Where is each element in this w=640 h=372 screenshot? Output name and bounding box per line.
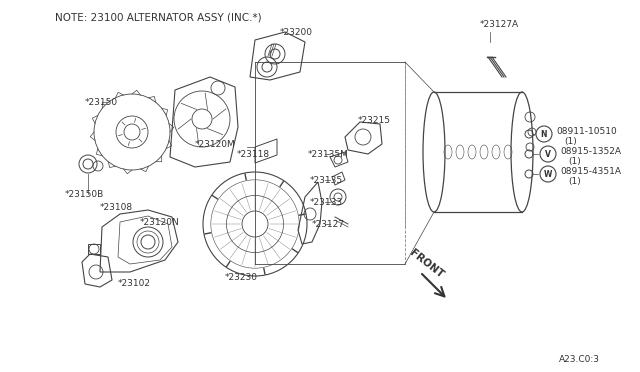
Text: (1): (1) — [564, 137, 577, 145]
Text: N: N — [541, 129, 547, 138]
Text: *23230: *23230 — [225, 273, 258, 282]
Text: *23135M: *23135M — [308, 150, 349, 158]
Text: V: V — [545, 150, 551, 158]
Text: *23120N: *23120N — [140, 218, 180, 227]
Text: FRONT: FRONT — [408, 248, 445, 280]
Text: *23102: *23102 — [118, 279, 151, 289]
Text: 08911-10510: 08911-10510 — [556, 126, 617, 135]
Text: *23215: *23215 — [358, 115, 391, 125]
Text: 08915-1352A: 08915-1352A — [560, 147, 621, 155]
Text: *23133: *23133 — [310, 198, 343, 206]
Text: *23150: *23150 — [85, 97, 118, 106]
Text: *23135: *23135 — [310, 176, 343, 185]
Text: (1): (1) — [568, 176, 580, 186]
Text: W: W — [544, 170, 552, 179]
Text: *23200: *23200 — [280, 28, 313, 36]
Text: *23118: *23118 — [237, 150, 270, 158]
Text: 08915-4351A: 08915-4351A — [560, 167, 621, 176]
Text: A23.C0:3: A23.C0:3 — [559, 356, 600, 365]
Text: *23120M: *23120M — [195, 140, 236, 148]
Text: *23127: *23127 — [312, 219, 345, 228]
Text: NOTE: 23100 ALTERNATOR ASSY (INC.*): NOTE: 23100 ALTERNATOR ASSY (INC.*) — [55, 12, 262, 22]
Text: (1): (1) — [568, 157, 580, 166]
Text: *23127A: *23127A — [480, 19, 519, 29]
Text: *23150B: *23150B — [65, 189, 104, 199]
Text: *23108: *23108 — [100, 202, 133, 212]
